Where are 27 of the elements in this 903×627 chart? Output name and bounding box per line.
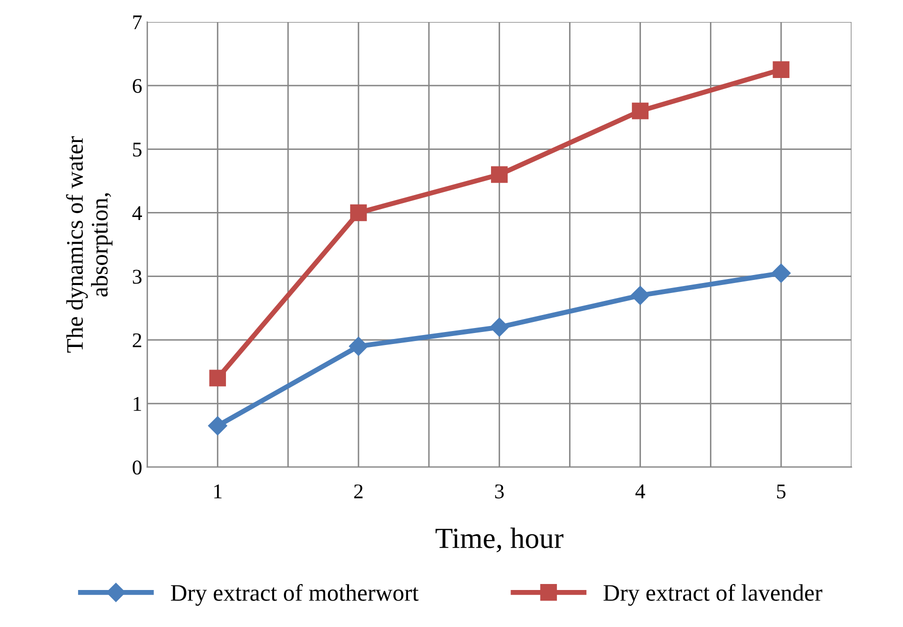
x-tick-label: 3 <box>495 484 504 498</box>
legend-label: Dry extract of motherwort <box>170 584 419 606</box>
x-tick-label: 5 <box>777 484 786 498</box>
point <box>772 264 791 283</box>
point <box>772 61 790 78</box>
legend-label: Dry extract of lavender <box>604 584 822 606</box>
point <box>208 416 228 436</box>
point <box>209 370 226 386</box>
y-tick-label: 1 <box>134 396 142 411</box>
point <box>632 102 649 120</box>
y-tick-label: 6 <box>132 78 142 93</box>
point <box>350 204 367 222</box>
y-tick-label: 5 <box>133 142 142 157</box>
point <box>491 166 508 183</box>
point <box>348 336 368 356</box>
point <box>490 318 509 337</box>
x-tick-label: 4 <box>635 484 646 498</box>
x-tick-label: 1 <box>214 484 222 498</box>
y-tick-label: 0 <box>132 460 142 475</box>
x-tick-label: 2 <box>354 484 363 498</box>
y-tick-label: 7 <box>133 16 142 30</box>
y-axis-title: The dynamics of water absorption, <box>66 136 112 353</box>
y-tick-label: 3 <box>132 270 142 284</box>
y-tick-label: 4 <box>132 206 142 220</box>
point <box>630 286 650 305</box>
y-tick-label: 2 <box>132 333 142 348</box>
x-axis-title: Time, hour <box>436 528 564 552</box>
